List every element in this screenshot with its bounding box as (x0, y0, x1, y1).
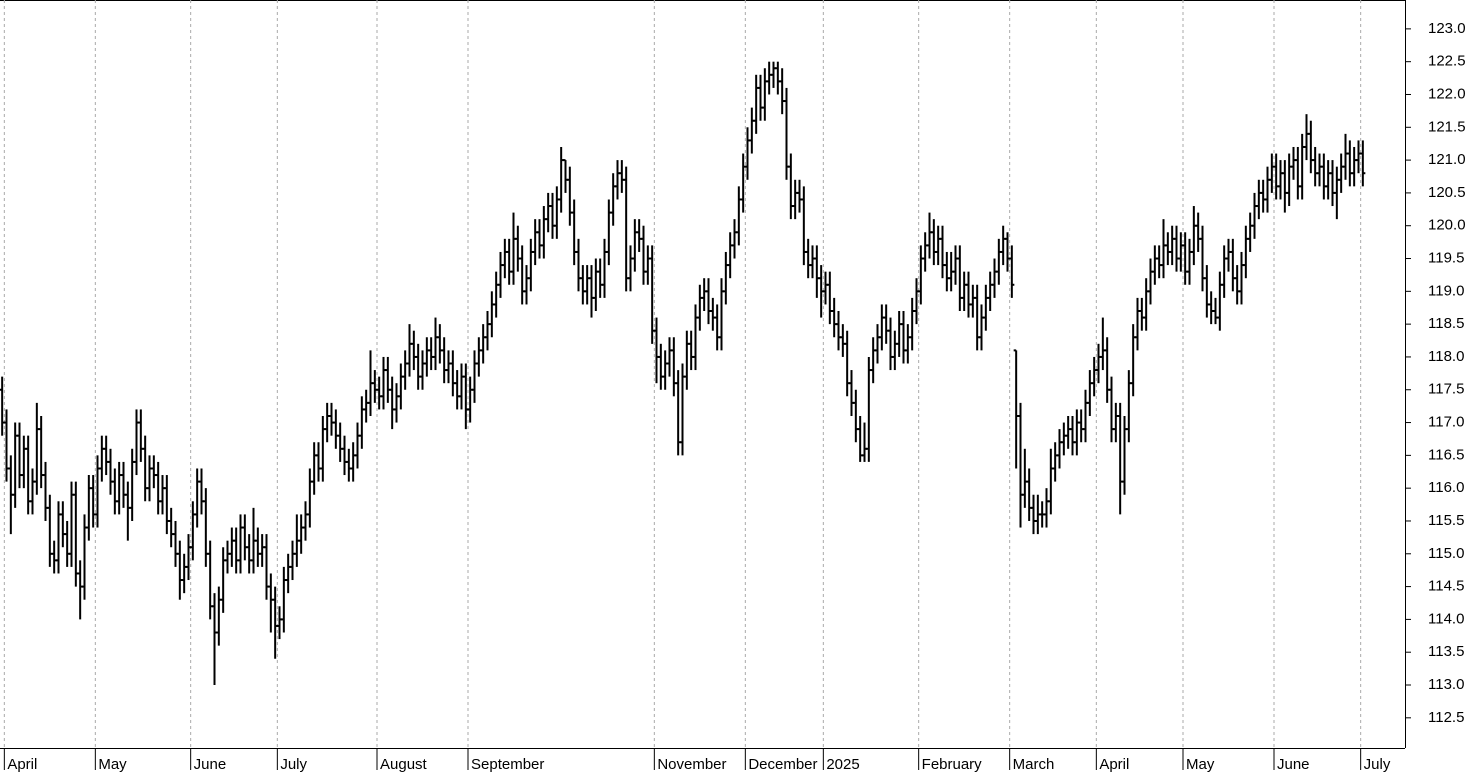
y-tick-label: 116.5 (1428, 446, 1464, 463)
x-tick-label: June (194, 756, 227, 773)
y-tick-label: 114.0 (1428, 610, 1464, 627)
y-tick-label: 112.5 (1428, 709, 1464, 726)
x-tick-label: July (1364, 756, 1391, 773)
y-tick-label: 121.0 (1428, 151, 1466, 168)
x-tick-label: November (657, 756, 726, 773)
y-tick-label: 120.5 (1428, 184, 1466, 201)
x-tick-label: July (280, 756, 307, 773)
x-tick-label: March (1013, 756, 1055, 773)
y-tick-label: 120.0 (1428, 217, 1466, 234)
x-tick-label: June (1277, 756, 1310, 773)
x-tick-label: December (748, 756, 817, 773)
y-tick-label: 123.0 (1428, 20, 1466, 37)
x-tick-label: 2025 (826, 756, 859, 773)
y-tick-label: 114.5 (1428, 578, 1464, 595)
y-tick-label: 115.5 (1428, 512, 1464, 529)
y-tick-label: 119.5 (1428, 249, 1464, 266)
y-tick-label: 119.0 (1428, 282, 1464, 299)
y-tick-label: 113.0 (1428, 676, 1464, 693)
y-tick-label: 118.5 (1428, 315, 1464, 332)
y-tick-label: 122.5 (1428, 53, 1466, 70)
x-tick-label: May (1186, 756, 1215, 773)
y-tick-label: 115.0 (1428, 545, 1464, 562)
x-tick-label: April (1099, 756, 1129, 773)
y-tick-label: 113.5 (1428, 643, 1464, 660)
x-tick-label: May (98, 756, 127, 773)
y-tick-label: 117.5 (1428, 381, 1464, 398)
y-tick-label: 118.0 (1428, 348, 1464, 365)
y-tick-label: 117.0 (1428, 414, 1464, 431)
y-tick-label: 121.5 (1428, 118, 1466, 135)
x-tick-label: August (380, 756, 428, 773)
x-tick-label: September (471, 756, 544, 773)
y-tick-label: 116.0 (1428, 479, 1464, 496)
x-tick-label: February (922, 756, 983, 773)
y-tick-label: 122.0 (1428, 85, 1466, 102)
x-tick-label: April (7, 756, 37, 773)
